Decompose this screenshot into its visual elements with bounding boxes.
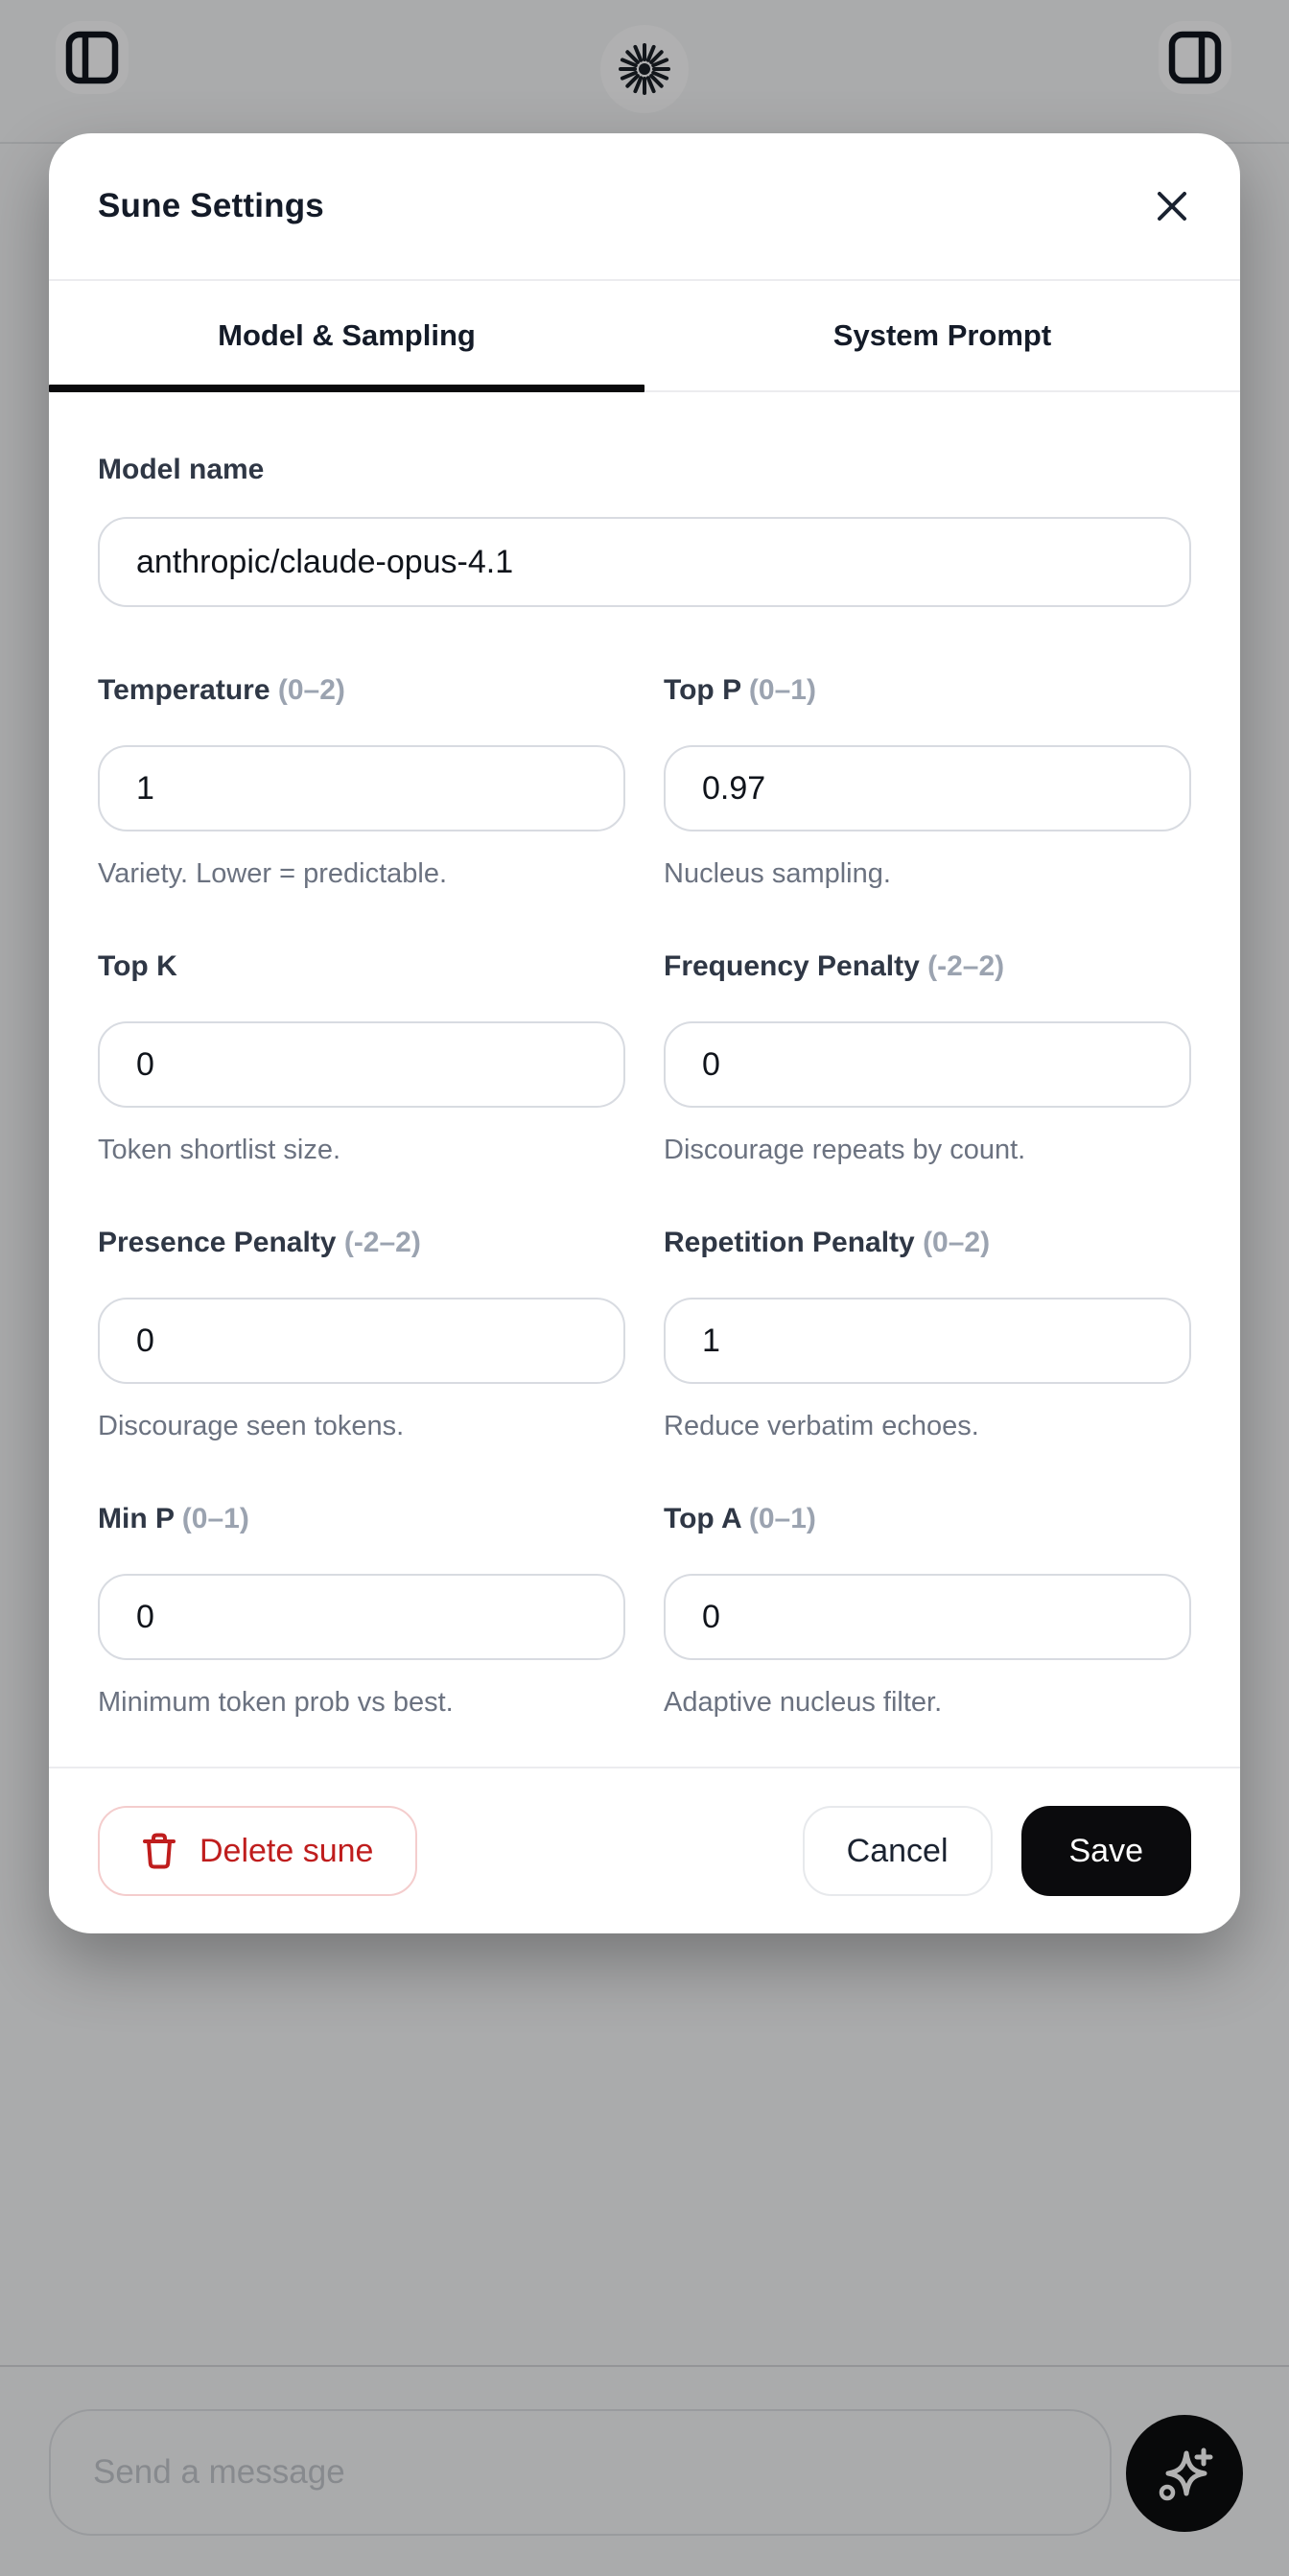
tab-model-sampling[interactable]: Model & Sampling bbox=[49, 281, 644, 392]
top-a-field-group: Top A (0–1) Adaptive nucleus filter. bbox=[664, 1503, 1191, 1719]
panel-right-icon bbox=[1168, 31, 1222, 84]
model-name-input[interactable] bbox=[98, 517, 1191, 607]
modal-footer: Delete sune Cancel Save bbox=[49, 1767, 1240, 1933]
tab-system-prompt[interactable]: System Prompt bbox=[644, 281, 1240, 390]
min-p-label: Min P (0–1) bbox=[98, 1503, 249, 1534]
panel-left-icon bbox=[65, 31, 119, 84]
presence-penalty-field-group: Presence Penalty (-2–2) Discourage seen … bbox=[98, 1227, 625, 1442]
sparkle-icon bbox=[1159, 2447, 1213, 2501]
repetition-penalty-label: Repetition Penalty (0–2) bbox=[664, 1227, 991, 1258]
delete-sune-button[interactable]: Delete sune bbox=[98, 1806, 418, 1896]
presence-penalty-label: Presence Penalty (-2–2) bbox=[98, 1227, 421, 1258]
top-k-input[interactable] bbox=[98, 1021, 625, 1108]
save-button[interactable]: Save bbox=[1020, 1806, 1191, 1896]
frequency-penalty-label: Frequency Penalty (-2–2) bbox=[664, 950, 1005, 982]
top-a-help: Adaptive nucleus filter. bbox=[664, 1687, 943, 1718]
top-p-field-group: Top P (0–1) Nucleus sampling. bbox=[664, 674, 1191, 890]
temperature-label: Temperature (0–2) bbox=[98, 674, 345, 706]
top-p-input[interactable] bbox=[664, 745, 1191, 831]
app-logo-button[interactable] bbox=[600, 25, 689, 113]
settings-tabs: Model & Sampling System Prompt bbox=[49, 281, 1240, 392]
top-k-field-group: Top K Token shortlist size. bbox=[98, 950, 625, 1166]
min-p-field-group: Min P (0–1) Minimum token prob vs best. bbox=[98, 1503, 625, 1719]
modal-content: Model name Temperature (0–2) Variety. Lo… bbox=[49, 392, 1240, 1767]
repetition-penalty-help: Reduce verbatim echoes. bbox=[664, 1411, 979, 1441]
frequency-penalty-input[interactable] bbox=[664, 1021, 1191, 1108]
message-composer-bar bbox=[0, 2365, 1289, 2576]
message-input[interactable] bbox=[49, 2409, 1112, 2536]
temperature-help: Variety. Lower = predictable. bbox=[98, 858, 448, 889]
modal-header: Sune Settings bbox=[49, 133, 1240, 281]
model-name-field-group: Model name bbox=[98, 454, 1191, 607]
min-p-input[interactable] bbox=[98, 1574, 625, 1660]
left-sidebar-toggle-button[interactable] bbox=[56, 21, 129, 94]
close-button[interactable] bbox=[1143, 177, 1201, 235]
starburst-icon bbox=[619, 43, 670, 95]
min-p-help: Minimum token prob vs best. bbox=[98, 1687, 454, 1718]
presence-penalty-help: Discourage seen tokens. bbox=[98, 1411, 405, 1441]
close-icon bbox=[1158, 192, 1186, 221]
sune-settings-modal: Sune Settings Model & Sampling System Pr… bbox=[49, 133, 1240, 1933]
delete-sune-label: Delete sune bbox=[199, 1832, 374, 1869]
frequency-penalty-field-group: Frequency Penalty (-2–2) Discourage repe… bbox=[664, 950, 1191, 1166]
top-p-help: Nucleus sampling. bbox=[664, 858, 891, 889]
model-name-label: Model name bbox=[98, 454, 265, 485]
repetition-penalty-input[interactable] bbox=[664, 1298, 1191, 1384]
top-a-input[interactable] bbox=[664, 1574, 1191, 1660]
temperature-field-group: Temperature (0–2) Variety. Lower = predi… bbox=[98, 674, 625, 890]
right-sidebar-toggle-button[interactable] bbox=[1159, 21, 1231, 94]
top-k-label: Top K bbox=[98, 950, 177, 982]
cancel-button[interactable]: Cancel bbox=[802, 1806, 993, 1896]
repetition-penalty-field-group: Repetition Penalty (0–2) Reduce verbatim… bbox=[664, 1227, 1191, 1442]
sune-action-button[interactable] bbox=[1126, 2415, 1243, 2532]
top-p-label: Top P (0–1) bbox=[664, 674, 816, 706]
top-a-label: Top A (0–1) bbox=[664, 1503, 816, 1534]
parameter-grid: Temperature (0–2) Variety. Lower = predi… bbox=[98, 674, 1191, 1719]
top-k-help: Token shortlist size. bbox=[98, 1135, 341, 1165]
top-bar bbox=[0, 0, 1289, 144]
presence-penalty-input[interactable] bbox=[98, 1298, 625, 1384]
frequency-penalty-help: Discourage repeats by count. bbox=[664, 1135, 1026, 1165]
modal-title: Sune Settings bbox=[98, 187, 324, 224]
temperature-input[interactable] bbox=[98, 745, 625, 831]
trash-icon bbox=[143, 1833, 176, 1869]
